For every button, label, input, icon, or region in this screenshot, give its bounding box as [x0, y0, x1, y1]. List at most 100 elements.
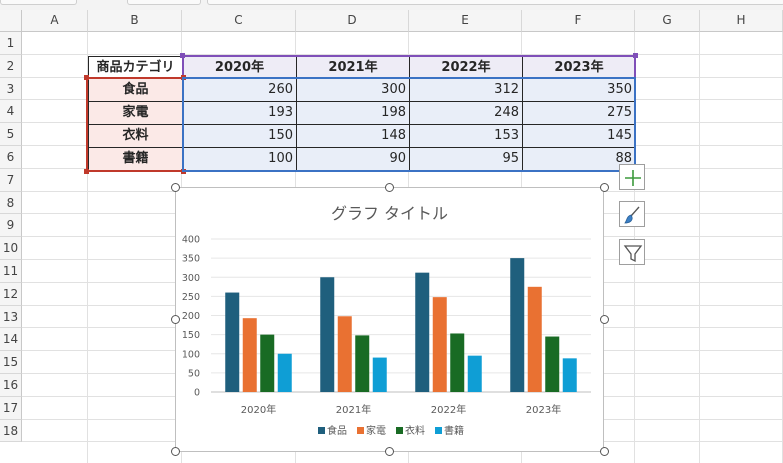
- y-tick-label: 150: [182, 330, 200, 341]
- row-header-9[interactable]: 9: [0, 214, 22, 238]
- row-header-5[interactable]: 5: [0, 123, 22, 146]
- resize-handle-top[interactable]: [385, 183, 394, 192]
- table-header-category[interactable]: 商品カテゴリ: [88, 56, 183, 79]
- row-header-2[interactable]: 2: [0, 54, 22, 78]
- table-value-cell[interactable]: 248: [409, 101, 523, 125]
- resize-handle-bottom-right[interactable]: [600, 447, 609, 456]
- table-header-year[interactable]: 2020年: [182, 56, 297, 79]
- legend-swatch-書籍: [435, 427, 442, 434]
- filter-icon: [623, 245, 643, 263]
- table-header-year[interactable]: 2022年: [409, 56, 523, 79]
- y-tick-label: 100: [182, 349, 200, 360]
- table-header-year[interactable]: 2021年: [296, 56, 410, 79]
- plus-icon: [625, 170, 641, 186]
- column-header-d[interactable]: D: [296, 10, 409, 32]
- table-category-cell[interactable]: 書籍: [88, 147, 183, 171]
- row-header-18[interactable]: 18: [0, 419, 22, 443]
- row-header-1[interactable]: 1: [0, 32, 22, 55]
- sheet-tab-edge[interactable]: [127, 0, 201, 5]
- table-value-cell[interactable]: 193: [182, 101, 297, 125]
- table-value-cell[interactable]: 150: [182, 124, 297, 148]
- row-header-3[interactable]: 3: [0, 77, 22, 101]
- resize-handle-top-left[interactable]: [171, 183, 180, 192]
- resize-handle-bottom[interactable]: [385, 447, 394, 456]
- bar-書籍-2020年: [277, 353, 292, 392]
- resize-handle-left[interactable]: [171, 315, 180, 324]
- table-value-cell[interactable]: 90: [296, 147, 410, 171]
- table-value-cell[interactable]: 100: [182, 147, 297, 171]
- y-tick-label: 400: [182, 235, 200, 246]
- bar-家電-2022年: [432, 297, 447, 392]
- bar-書籍-2022年: [467, 355, 482, 392]
- y-tick-label: 200: [182, 311, 200, 322]
- legend-label: 書籍: [444, 424, 464, 437]
- column-header-c[interactable]: C: [182, 10, 296, 32]
- bar-家電-2021年: [337, 316, 352, 392]
- legend-swatch-家電: [357, 427, 364, 434]
- row-header-8[interactable]: 8: [0, 191, 22, 215]
- row-header-17[interactable]: 17: [0, 396, 22, 420]
- bar-家電-2023年: [527, 286, 542, 392]
- table-value-cell[interactable]: 145: [522, 124, 636, 148]
- resize-handle-bottom-left[interactable]: [171, 447, 180, 456]
- column-header-h[interactable]: H: [700, 10, 783, 32]
- bar-書籍-2023年: [562, 358, 577, 392]
- bar-書籍-2021年: [372, 357, 387, 392]
- select-all-corner[interactable]: [0, 10, 22, 32]
- table-value-cell[interactable]: 153: [409, 124, 523, 148]
- bar-食品-2020年: [225, 292, 240, 392]
- brush-icon: [624, 206, 640, 224]
- x-tick-label: 2023年: [526, 403, 561, 416]
- y-tick-label: 50: [188, 368, 200, 379]
- table-value-cell[interactable]: 198: [296, 101, 410, 125]
- legend-label: 食品: [327, 424, 347, 437]
- y-tick-label: 350: [182, 254, 200, 265]
- legend-label: 衣料: [405, 424, 425, 437]
- table-value-cell[interactable]: 312: [409, 78, 523, 102]
- bar-衣料-2022年: [450, 333, 465, 392]
- legend-label: 家電: [366, 424, 386, 437]
- chart-filters-button[interactable]: [619, 239, 645, 265]
- table-value-cell[interactable]: 300: [296, 78, 410, 102]
- chart-title[interactable]: グラフ タイトル: [330, 204, 449, 223]
- row-header-11[interactable]: 11: [0, 260, 22, 283]
- column-header-b[interactable]: B: [88, 10, 182, 32]
- table-value-cell[interactable]: 350: [522, 78, 636, 102]
- row-header-12[interactable]: 12: [0, 282, 22, 306]
- row-header-6[interactable]: 6: [0, 146, 22, 169]
- table-value-cell[interactable]: 260: [182, 78, 297, 102]
- row-header-10[interactable]: 10: [0, 237, 22, 260]
- bar-衣料-2021年: [355, 335, 370, 392]
- bar-衣料-2020年: [260, 334, 275, 392]
- table-header-year[interactable]: 2023年: [522, 56, 636, 79]
- column-header-e[interactable]: E: [409, 10, 522, 32]
- row-header-7[interactable]: 7: [0, 168, 22, 192]
- row-header-4[interactable]: 4: [0, 100, 22, 124]
- row-header-14[interactable]: 14: [0, 328, 22, 352]
- table-category-cell[interactable]: 衣料: [88, 124, 183, 148]
- resize-handle-right[interactable]: [600, 315, 609, 324]
- bar-食品-2021年: [320, 277, 335, 392]
- column-header-g[interactable]: G: [635, 10, 700, 32]
- table-value-cell[interactable]: 95: [409, 147, 523, 171]
- x-tick-label: 2020年: [241, 403, 276, 416]
- chart-area[interactable]: グラフ タイトル 0 50 100 150 200 250 300 350 400 2020年 20…: [175, 187, 604, 452]
- bar-家電-2020年: [242, 318, 257, 392]
- resize-handle-top-right[interactable]: [600, 183, 609, 192]
- chart-plot[interactable]: 0 50 100 150 200 250 300 350 400 2020年 2021年 2022年 2…: [176, 188, 603, 451]
- column-header-a[interactable]: A: [22, 10, 88, 32]
- sheet-tab-edge[interactable]: [0, 0, 77, 5]
- row-header-13[interactable]: 13: [0, 305, 22, 329]
- column-header-f[interactable]: F: [522, 10, 635, 32]
- y-tick-label: 250: [182, 292, 200, 303]
- table-category-cell[interactable]: 家電: [88, 101, 183, 125]
- bar-衣料-2023年: [545, 336, 560, 392]
- sheet-tab-edge[interactable]: [207, 0, 783, 5]
- chart-elements-button[interactable]: [619, 164, 645, 190]
- row-header-15[interactable]: 15: [0, 351, 22, 374]
- chart-styles-button[interactable]: [619, 201, 645, 227]
- table-value-cell[interactable]: 148: [296, 124, 410, 148]
- table-value-cell[interactable]: 275: [522, 101, 636, 125]
- row-header-16[interactable]: 16: [0, 374, 22, 397]
- table-category-cell[interactable]: 食品: [88, 78, 183, 102]
